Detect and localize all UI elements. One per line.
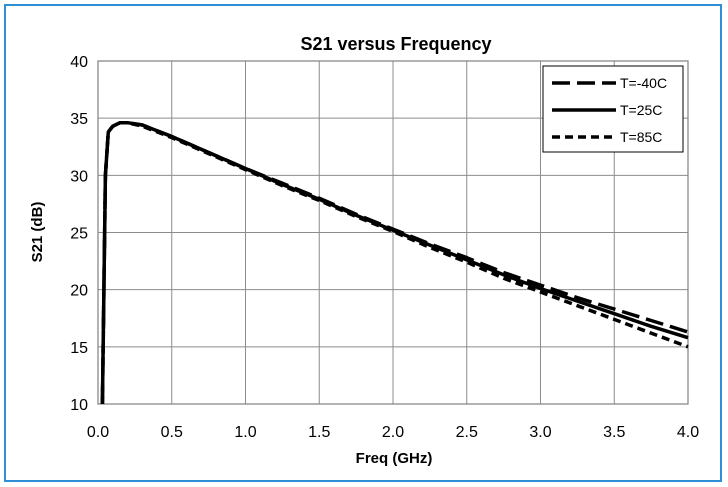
y-tick-labels: 10 15 20 25 30 35 40	[70, 54, 88, 414]
y-tick-label: 40	[70, 54, 88, 71]
x-tick-label: 1.5	[308, 424, 330, 441]
y-tick-label: 30	[70, 168, 88, 185]
y-tick-label: 20	[70, 283, 88, 300]
y-axis-label: S21 (dB)	[29, 202, 46, 263]
chart-title: S21 versus Frequency	[300, 34, 491, 54]
x-tick-label: 0.5	[161, 424, 183, 441]
series-line-0	[100, 120, 689, 405]
y-tick-label: 35	[70, 111, 88, 128]
x-axis-label: Freq (GHz)	[356, 450, 433, 467]
grid	[97, 60, 689, 405]
x-tick-label: 0.0	[87, 424, 109, 441]
y-tick-label: 15	[70, 340, 88, 357]
chart-frame: S21 versus Frequency 10 15 20 25 30 35 40 0.0 0…	[4, 4, 722, 482]
x-tick-label: 3.5	[603, 424, 625, 441]
x-tick-label: 1.0	[234, 424, 256, 441]
x-tick-label: 4.0	[677, 424, 699, 441]
series-line-2	[100, 120, 689, 405]
y-tick-label: 10	[70, 397, 88, 414]
legend-label-1: T=25C	[620, 102, 662, 118]
legend-label-0: T=-40C	[620, 75, 667, 91]
series-line-1	[100, 120, 689, 405]
legend-label-2: T=85C	[620, 129, 662, 145]
x-tick-labels: 0.0 0.5 1.0 1.5 2.0 2.5 3.0 3.5 4.0	[87, 424, 699, 441]
legend: T=-40C T=25C T=85C	[542, 65, 684, 153]
x-tick-label: 2.0	[382, 424, 404, 441]
series-group	[100, 120, 689, 405]
y-tick-label: 25	[70, 226, 88, 243]
x-tick-label: 2.5	[456, 424, 478, 441]
plot-area	[97, 60, 689, 405]
x-tick-label: 3.0	[529, 424, 551, 441]
